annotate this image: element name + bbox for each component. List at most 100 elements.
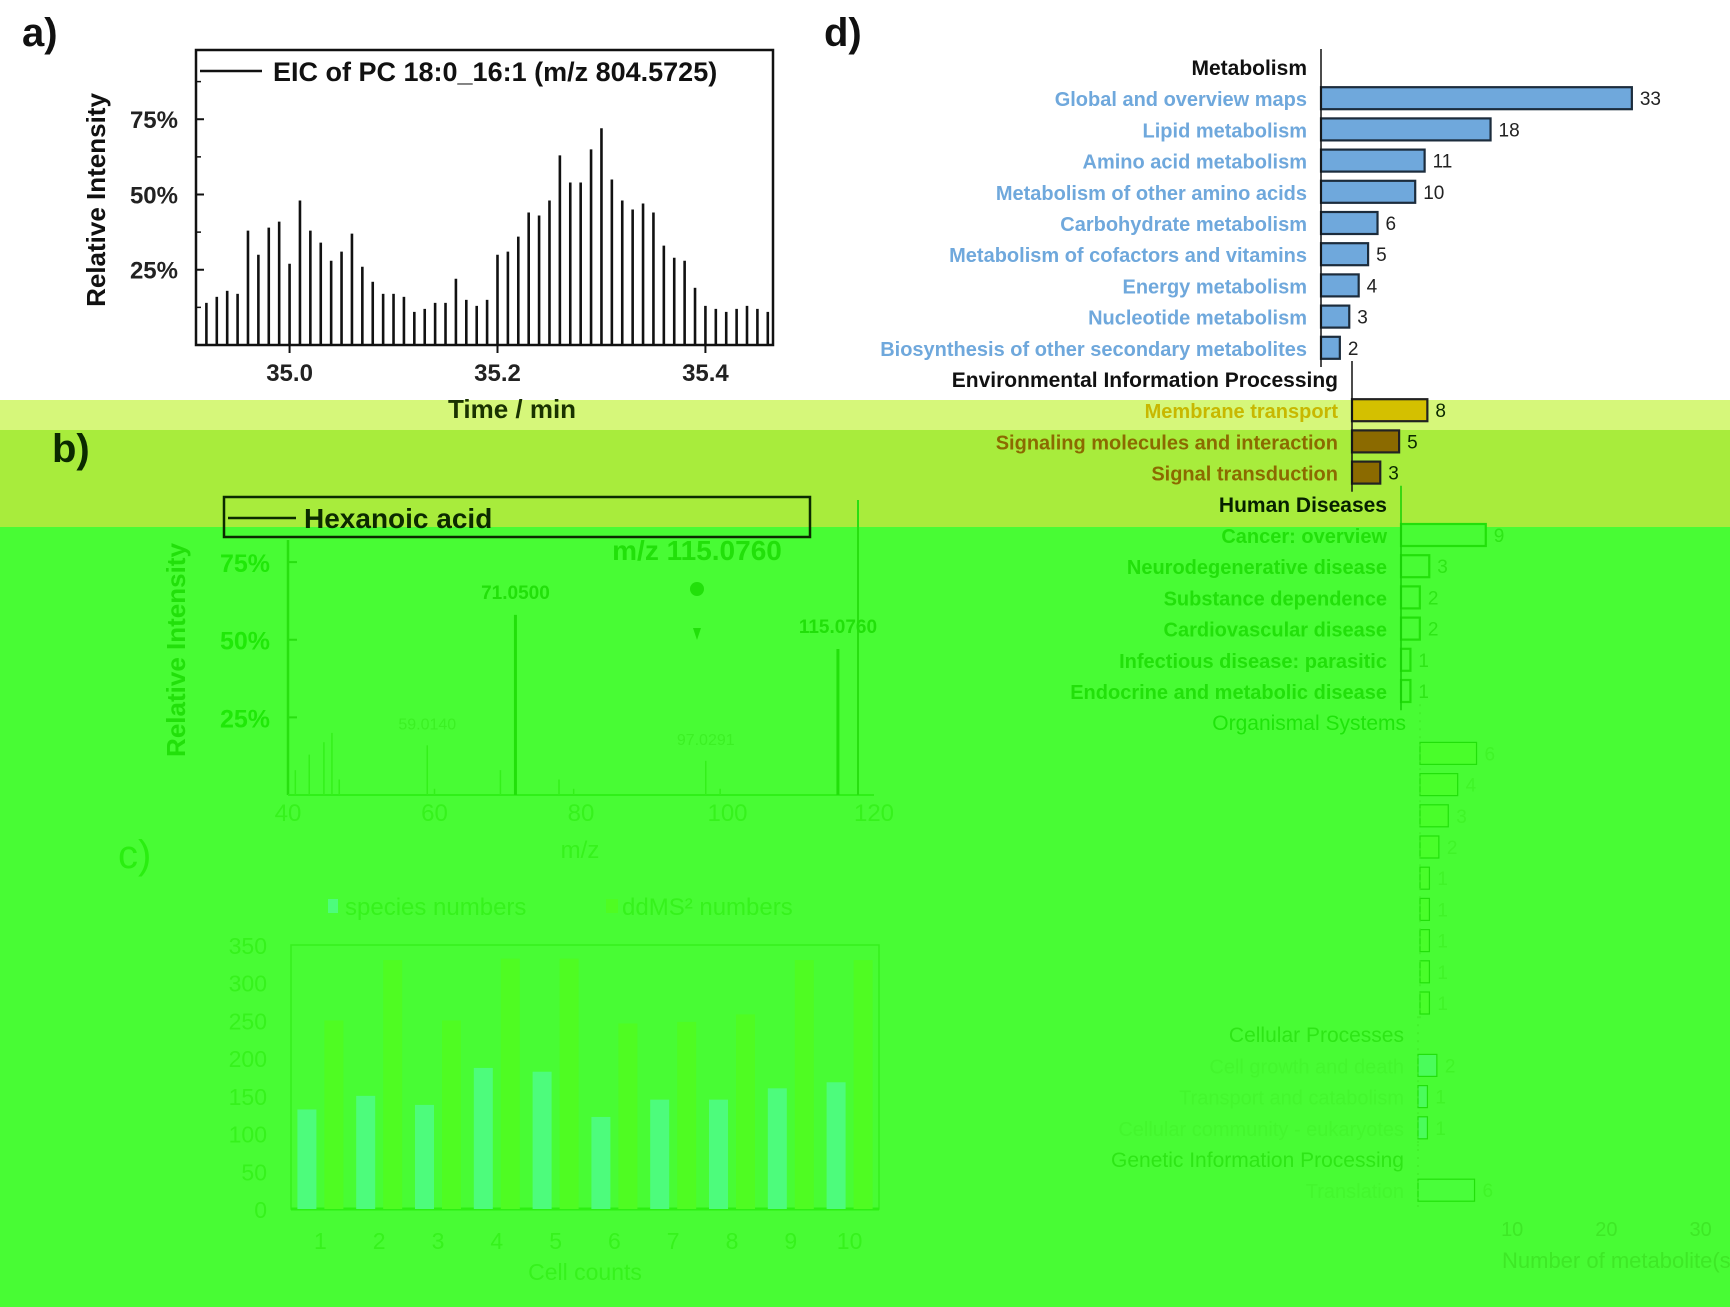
bar-4-2 [1417, 1116, 1429, 1140]
value-label: 2 [1348, 339, 1359, 360]
category-label: Lipid metabolism [1143, 120, 1307, 142]
x-axis-label: Cell counts [528, 1259, 642, 1285]
bar-2-0 [1399, 522, 1487, 548]
y-tick-label: 200 [229, 1046, 267, 1072]
category-label: Translation [1306, 1181, 1404, 1203]
value-label: 3 [1357, 308, 1368, 329]
bar-1-1 [1350, 429, 1401, 454]
value-label: 9 [1494, 526, 1505, 547]
x-tick-label: 120 [854, 800, 894, 827]
bar-3-6 [1419, 928, 1431, 953]
bar-species-10 [826, 1082, 846, 1209]
legend-label: Hexanoic acid [304, 503, 492, 534]
x-tick-label: 8 [726, 1228, 739, 1254]
value-label: 1 [1437, 869, 1448, 890]
bar-0-1 [1319, 117, 1492, 142]
bar-3-0 [1419, 741, 1478, 766]
bar-2-5 [1399, 678, 1412, 704]
bar-species-1 [297, 1109, 317, 1209]
section-header-2: Human Diseases [1219, 494, 1387, 517]
section-header-3: Organismal Systems [1212, 712, 1406, 735]
category-label: Endocrine and metabolic disease [1070, 682, 1387, 704]
bar-0-0 [1319, 86, 1633, 111]
y-tick-label: 25% [130, 258, 178, 285]
panel-label-d: d) [824, 11, 862, 55]
y-tick-label: 25% [220, 705, 270, 733]
value-label: 2 [1428, 620, 1439, 641]
x-tick-label: 7 [667, 1228, 680, 1254]
bar-2-4 [1399, 647, 1412, 672]
value-label: 6 [1485, 744, 1496, 765]
value-label: 33 [1640, 89, 1661, 110]
chart-a-eic: 25% 50% 75% 35.0 35.2 35.4 EIC of PC 18:0_16:1… [81, 48, 775, 424]
bar-species-2 [356, 1095, 376, 1209]
peak-label: 71.0500 [481, 583, 550, 604]
section-header-0: Metabolism [1191, 57, 1307, 80]
value-label: 6 [1386, 214, 1397, 235]
chart-b-ms2-spectrum: Hexanoic acid 25% 50% 75% 40 60 80 100 120 59.014… [161, 495, 894, 864]
category-label: Cellular community - eukaryotes [1118, 1119, 1404, 1141]
y-tick-label: 100 [229, 1122, 267, 1148]
category-label: Neurodegenerative disease [1127, 557, 1387, 579]
value-label: 5 [1376, 245, 1387, 266]
value-label: 4 [1466, 776, 1477, 797]
y-tick-label: 50 [241, 1159, 267, 1185]
section-header-5: Genetic Information Processing [1111, 1149, 1404, 1172]
category-label: Cardiovascular disease [1164, 620, 1387, 642]
y-tick-label: 150 [229, 1084, 267, 1110]
x-tick-label: 35.2 [474, 360, 521, 387]
bar-3-1 [1419, 772, 1459, 797]
value-label: 10 [1423, 183, 1444, 204]
y-tick-label: 50% [130, 182, 178, 209]
value-label: 3 [1437, 557, 1448, 578]
bar-4-1 [1417, 1084, 1429, 1109]
bar-0-4 [1319, 210, 1379, 236]
bar-species-3 [415, 1104, 434, 1209]
value-label: 2 [1447, 838, 1458, 859]
panel-label-b: b) [52, 427, 90, 471]
x-tick-label: 10 [1501, 1219, 1523, 1241]
bar-4-0 [1417, 1053, 1438, 1078]
category-label: Substance dependence [1164, 588, 1387, 610]
legend-label-ddms2: ddMS² numbers [622, 894, 793, 921]
bar-ddms2-4 [500, 958, 520, 1209]
bar-species-5 [532, 1071, 552, 1209]
bar-3-8 [1419, 991, 1431, 1015]
legend-box [222, 495, 812, 539]
x-axis-label: m/z [561, 837, 600, 864]
x-axis-label: Time / min [448, 394, 576, 424]
y-tick-label: 50% [220, 628, 270, 656]
category-label: Transport and catabolism [1179, 1088, 1404, 1110]
value-label: 3 [1388, 464, 1399, 485]
bar-3-2 [1419, 804, 1449, 828]
value-label: 1 [1437, 932, 1448, 953]
plot-frame [290, 944, 880, 1210]
peak-label: 97.0291 [677, 732, 735, 749]
x-tick-label: 6 [608, 1228, 621, 1254]
category-label: Infectious disease: parasitic [1119, 651, 1387, 673]
value-label: 2 [1428, 588, 1439, 609]
y-axis-label: Relative Intensity [161, 543, 191, 757]
x-tick-label: 35.4 [682, 360, 729, 387]
category-label: Carbohydrate metabolism [1060, 214, 1307, 236]
section-header-4: Cellular Processes [1229, 1024, 1404, 1047]
bar-ddms2-6 [618, 1023, 638, 1209]
chart-c-bar-cell-counts: 0 50 100 150 200 250 300 350 1 2 3 4 5 6 7 8 9 10 species … [229, 894, 880, 1285]
x-tick-label: 10 [837, 1228, 863, 1254]
peak-label: 59.0140 [398, 716, 456, 733]
x-tick-label: 20 [1595, 1219, 1617, 1241]
x-tick-label: 60 [421, 800, 448, 827]
value-label: 1 [1418, 651, 1429, 672]
y-axis-label: Relative Intensity [81, 93, 111, 307]
bar-2-1 [1399, 554, 1431, 579]
category-label: Signal transduction [1151, 464, 1338, 486]
panel-label-a: a) [22, 11, 58, 55]
x-axis-label: Number of metabolite(s) [1502, 1248, 1730, 1273]
peak-label: 115.0760 [799, 617, 877, 638]
legend-label: EIC of PC 18:0_16:1 (m/z 804.5725) [273, 57, 717, 87]
bar-3-4 [1419, 866, 1431, 890]
x-tick-label: 100 [707, 800, 747, 827]
bar-species-6 [591, 1116, 611, 1209]
bar-species-8 [709, 1099, 728, 1209]
